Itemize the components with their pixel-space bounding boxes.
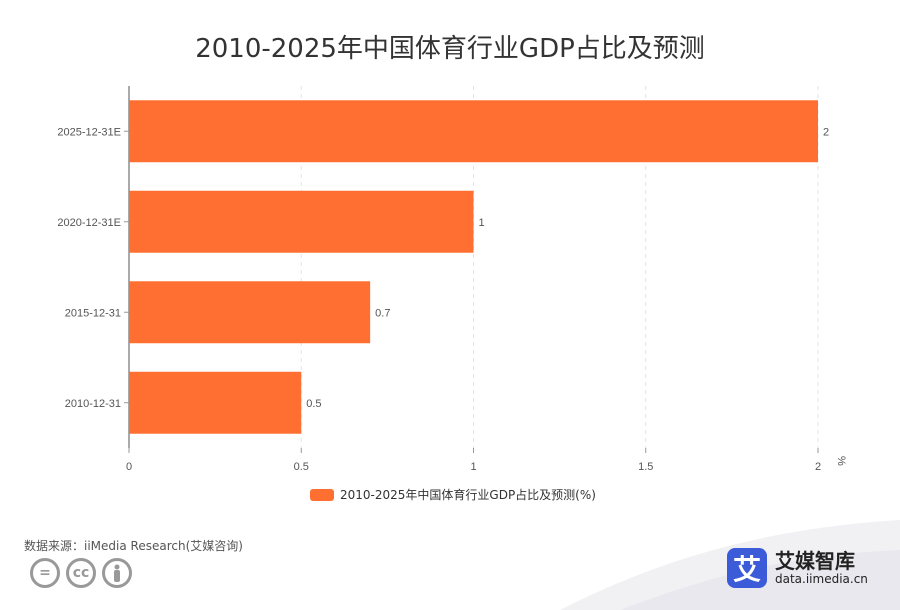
brand-name: 艾媒智库 bbox=[775, 549, 855, 573]
brand[interactable]: 艾 艾媒智库 data.iimedia.cn bbox=[727, 548, 868, 588]
category-label: 2015-12-31 bbox=[65, 307, 121, 319]
bar bbox=[129, 371, 302, 434]
bar bbox=[129, 190, 474, 253]
data-label: 1 bbox=[479, 217, 485, 229]
data-label: 0.7 bbox=[375, 307, 390, 319]
brand-url: data.iimedia.cn bbox=[775, 572, 868, 586]
brand-logo: 艾 bbox=[727, 548, 767, 588]
category-label: 2020-12-31E bbox=[57, 217, 121, 229]
x-tick-label: 1.5 bbox=[638, 461, 653, 473]
x-tick-label: 0 bbox=[126, 461, 132, 473]
license-icons: = cc bbox=[30, 558, 132, 588]
category-label: 2010-12-31 bbox=[65, 398, 121, 410]
chart-title: 2010-2025年中国体育行业GDP占比及预测 bbox=[195, 34, 705, 64]
bar-chart: 0 0.5 1 1.5 2% 2025-12-31E 2 2020-12-31E 1 2015-1… bbox=[57, 86, 847, 473]
bar bbox=[129, 100, 818, 163]
data-label: 0.5 bbox=[306, 398, 321, 410]
cc-icon: cc bbox=[66, 558, 96, 588]
legend-swatch bbox=[310, 488, 334, 501]
legend[interactable]: 2010-2025年中国体育行业GDP占比及预测(%) bbox=[310, 486, 596, 503]
x-tick-label: 2 bbox=[815, 461, 821, 473]
equals-icon: = bbox=[30, 558, 60, 588]
category-label: 2025-12-31E bbox=[57, 126, 121, 138]
data-label: 2 bbox=[823, 126, 829, 138]
x-unit-label: % bbox=[835, 456, 847, 466]
x-tick-label: 1 bbox=[470, 461, 476, 473]
legend-label: 2010-2025年中国体育行业GDP占比及预测(%) bbox=[340, 488, 596, 502]
data-source: 数据来源：iiMedia Research(艾媒咨询) bbox=[24, 539, 243, 553]
bar bbox=[129, 281, 371, 344]
person-icon bbox=[102, 558, 132, 588]
x-tick-label: 0.5 bbox=[294, 461, 309, 473]
